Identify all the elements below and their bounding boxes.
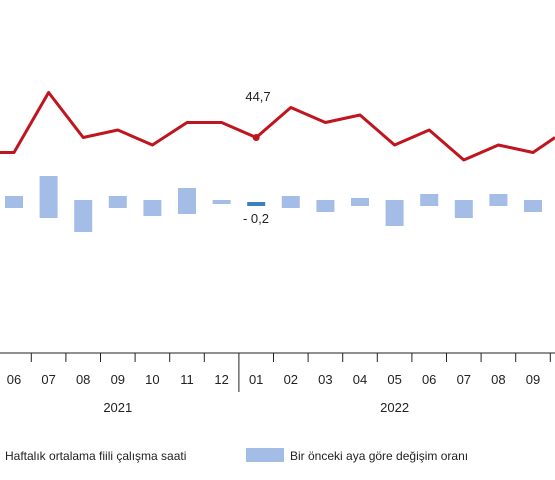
- year-labels: 2021 2022: [103, 400, 409, 415]
- x-axis: [0, 352, 555, 392]
- x-tick-label: 05: [387, 372, 401, 387]
- change-bar: [351, 198, 369, 206]
- change-bar: [143, 200, 162, 216]
- year-label: 2022: [380, 400, 409, 415]
- peak-data-label: 44,7: [245, 89, 270, 104]
- hours-point: [252, 134, 260, 141]
- legend: Haftalık ortalama fiili çalışma saati Bi…: [5, 448, 468, 463]
- change-bar: [5, 196, 23, 208]
- legend-line-label: Haftalık ortalama fiili çalışma saati: [5, 449, 186, 463]
- x-tick-label: 02: [284, 372, 298, 387]
- year-label: 2021: [103, 400, 132, 415]
- hours-line: [0, 91, 555, 162]
- x-tick-label: 03: [318, 372, 332, 387]
- x-tick-label: 11: [180, 372, 194, 387]
- change-bar: [74, 200, 93, 232]
- x-tick-label: 07: [457, 372, 471, 387]
- change-bars: [5, 176, 542, 232]
- change-bar: [247, 202, 266, 206]
- change-bar: [39, 176, 58, 218]
- x-tick-label: 06: [7, 372, 21, 387]
- x-tick-label: 01: [249, 372, 263, 387]
- hours-line-layer: [0, 91, 555, 162]
- x-tick-label: 08: [491, 372, 505, 387]
- x-tick-label: 04: [353, 372, 367, 387]
- change-bar: [212, 200, 231, 204]
- x-tick-label: 10: [145, 372, 159, 387]
- x-tick-label: 12: [214, 372, 228, 387]
- change-bar: [281, 196, 300, 208]
- change-bar: [420, 194, 439, 206]
- legend-bar-swatch: [246, 448, 284, 462]
- change-bar: [385, 200, 404, 226]
- change-bar: [108, 196, 127, 208]
- x-tick-label: 09: [111, 372, 125, 387]
- x-tick-label: 07: [41, 372, 55, 387]
- change-bar: [489, 194, 508, 206]
- legend-bar-label: Bir önceki aya göre değişim oranı: [290, 449, 468, 463]
- change-bar: [316, 200, 335, 212]
- x-tick-label: 06: [422, 372, 436, 387]
- change-bar: [524, 200, 542, 212]
- change-bar: [454, 200, 473, 218]
- change-data-label: - 0,2: [243, 211, 269, 226]
- x-tick-label: 09: [526, 372, 540, 387]
- change-bar: [178, 188, 196, 214]
- x-tick-labels: 06 07 08 09 10 11 12 01 02 03 04 05 06 07 08 09: [7, 372, 540, 387]
- x-tick-label: 08: [76, 372, 90, 387]
